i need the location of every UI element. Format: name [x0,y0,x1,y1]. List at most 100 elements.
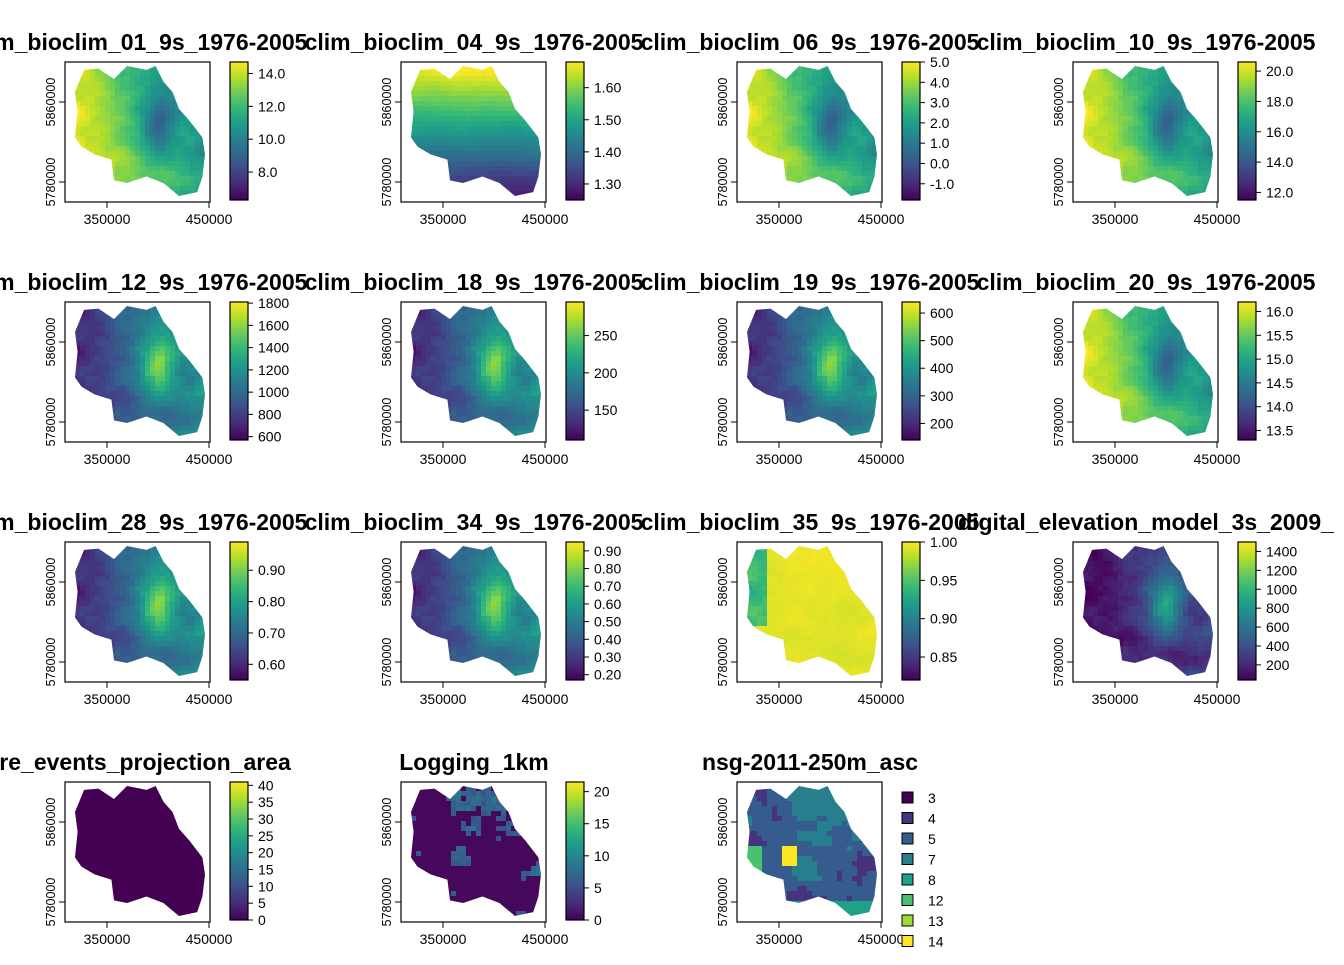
y-tick-label: 5780000 [380,398,394,447]
colorbar-tick-label: 15.0 [1266,351,1293,367]
colorbar-tick-label: 0.80 [594,561,621,577]
colorbar-tick-label: 14.5 [1266,375,1293,391]
raster-image [1083,306,1213,436]
x-tick-label: 350000 [420,451,467,467]
colorbar-tick-label: 1200 [258,362,289,378]
colorbar-tick-label: 10.0 [258,131,285,147]
panel-title: clim_bioclim_35_9s_1976-2005 [641,509,980,535]
colorbar-tick-label: 0.0 [930,155,950,171]
colorbar [1238,542,1256,680]
x-tick-label: 450000 [522,211,569,227]
colorbar-tick-label: 1400 [1266,543,1297,559]
colorbar-tick-label: 12.0 [1266,184,1293,200]
legend-swatch [902,833,913,844]
y-tick-label: 5780000 [380,638,394,687]
x-tick-label: 350000 [84,211,131,227]
x-tick-label: 350000 [756,451,803,467]
x-tick-label: 450000 [858,451,905,467]
x-tick-label: 450000 [1194,451,1241,467]
panel-title: clim_bioclim_20_9s_1976-2005 [977,269,1316,295]
colorbar-tick-label: 1.30 [594,176,621,192]
colorbar [230,782,248,920]
panel-title: digital_elevation_model_3s_2009_ [958,509,1334,535]
panel-title: clim_bioclim_04_9s_1976-2005 [305,29,644,55]
colorbar-tick-label: 200 [594,365,618,381]
y-tick-label: 5860000 [1052,318,1066,367]
legend-category-label: 3 [928,790,936,806]
colorbar [566,62,584,200]
x-tick-label: 450000 [186,931,233,947]
y-tick-label: 5860000 [380,558,394,607]
y-tick-label: 5780000 [716,878,730,927]
colorbar-tick-label: 35 [258,794,274,810]
raster-image [747,66,877,196]
colorbar [566,542,584,680]
colorbar-tick-label: 18.0 [1266,93,1293,109]
colorbar-tick-label: 12.0 [258,98,285,114]
colorbar-tick-label: 250 [594,328,618,344]
colorbar-tick-label: 0.80 [258,594,285,610]
x-tick-label: 450000 [186,691,233,707]
colorbar-tick-label: 600 [930,305,954,321]
raster-image [1083,66,1213,196]
raster-image [75,786,205,916]
legend-swatch [902,854,913,865]
colorbar-tick-label: 14.0 [1266,399,1293,415]
legend-swatch [902,915,913,926]
y-tick-label: 5780000 [44,158,58,207]
y-tick-label: 5860000 [716,318,730,367]
y-tick-label: 5860000 [716,558,730,607]
raster-image [75,66,205,196]
x-tick-label: 450000 [186,451,233,467]
legend-category-label: 14 [928,934,944,950]
colorbar-tick-label: 0 [594,912,602,928]
panel-title: clim_bioclim_06_9s_1976-2005 [641,29,980,55]
y-tick-label: 5780000 [380,878,394,927]
raster-image [411,786,541,916]
colorbar-tick-label: 0.60 [594,596,621,612]
colorbar-tick-label: 25 [258,828,274,844]
colorbar-tick-label: 600 [1266,619,1290,635]
y-tick-label: 5780000 [716,638,730,687]
x-tick-label: 350000 [84,451,131,467]
colorbar-tick-label: 5 [258,895,266,911]
panel-title: clim_bioclim_12_9s_1976-2005 [0,269,308,295]
panel-title: Logging_1km [399,749,549,775]
colorbar-tick-label: 1.0 [930,135,950,151]
legend-swatch [902,874,913,885]
x-tick-label: 350000 [84,691,131,707]
y-tick-label: 5780000 [380,158,394,207]
raster-image [747,786,877,916]
raster-panel: clim_bioclim_19_9s_1976-2005 350000 450000… [641,269,980,467]
colorbar-tick-label: 30 [258,811,274,827]
y-tick-label: 5780000 [44,398,58,447]
x-tick-label: 350000 [756,211,803,227]
colorbar [902,302,920,440]
y-tick-label: 5780000 [1052,158,1066,207]
x-tick-label: 450000 [858,211,905,227]
y-tick-label: 5780000 [1052,398,1066,447]
colorbar-tick-label: 500 [930,333,954,349]
raster-image [747,306,877,436]
legend-swatch [902,792,913,803]
x-tick-label: 450000 [522,451,569,467]
colorbar-tick-label: 0 [258,912,266,928]
colorbar-tick-label: 1000 [1266,581,1297,597]
y-tick-label: 5860000 [1052,558,1066,607]
legend-category-label: 12 [928,893,944,909]
colorbar-tick-label: 20 [594,784,610,800]
panel-title: fire_events_projection_area [0,749,291,775]
y-tick-label: 5860000 [44,798,58,847]
x-tick-label: 450000 [522,931,569,947]
panel-title: clim_bioclim_19_9s_1976-2005 [641,269,980,295]
x-tick-label: 450000 [1194,691,1241,707]
